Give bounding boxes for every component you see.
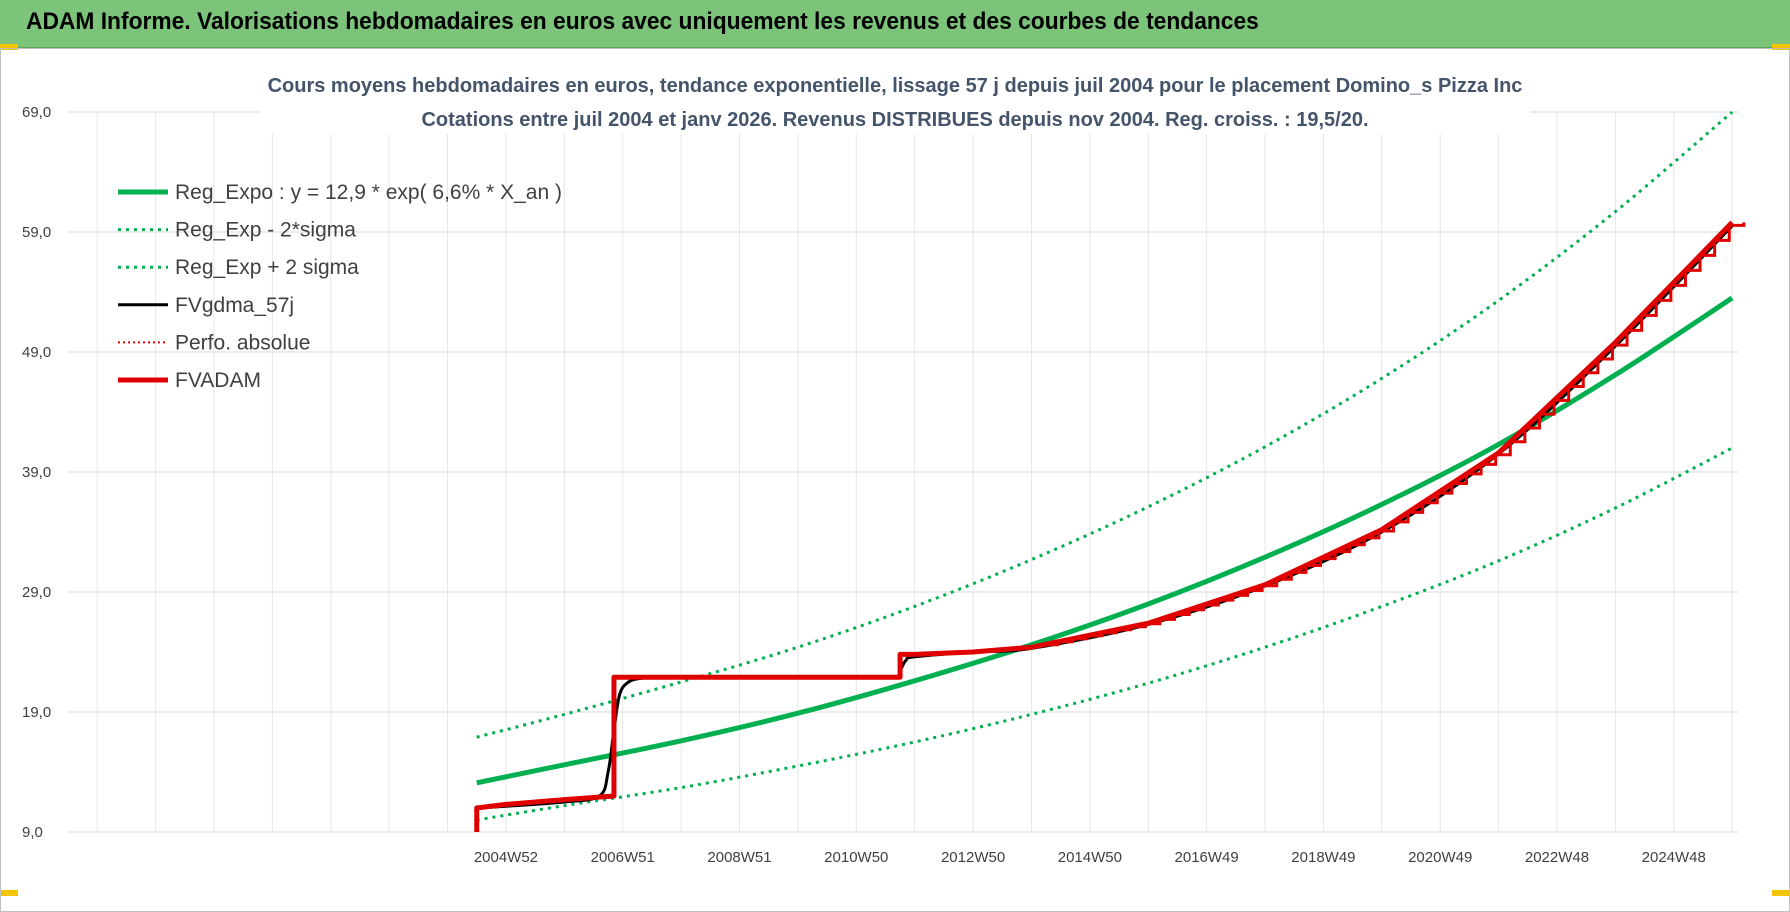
y-tick-label: 39,0 bbox=[22, 464, 51, 481]
x-tick-label: 2024W48 bbox=[1642, 849, 1706, 866]
legend-label: FVADAM bbox=[175, 369, 261, 392]
corner-marker bbox=[1772, 44, 1790, 50]
legend-label: Reg_Exp + 2 sigma bbox=[175, 256, 359, 279]
y-tick-label: 29,0 bbox=[22, 584, 51, 601]
report-title: ADAM Informe. Valorisations hebdomadaire… bbox=[26, 8, 1259, 35]
corner-marker bbox=[0, 44, 18, 50]
chart-title-line-1: Cours moyens hebdomadaires en euros, ten… bbox=[268, 75, 1523, 97]
x-tick-label: 2004W52 bbox=[474, 849, 538, 866]
series-line-1 bbox=[476, 446, 1733, 822]
x-tick-label: 2020W49 bbox=[1408, 849, 1472, 866]
corner-marker bbox=[0, 890, 18, 896]
y-tick-label: 49,0 bbox=[22, 344, 51, 361]
corner-marker bbox=[1772, 890, 1790, 896]
x-axis: 2004W52 2006W51 2008W51 2010W50 2012W50 2014W… bbox=[474, 849, 1706, 866]
y-tick-label: 19,0 bbox=[22, 704, 51, 721]
x-tick-label: 2006W51 bbox=[591, 849, 655, 866]
x-tick-label: 2008W51 bbox=[707, 849, 771, 866]
x-tick-label: 2022W48 bbox=[1525, 849, 1589, 866]
x-tick-label: 2018W49 bbox=[1291, 849, 1355, 866]
legend-label: FVgdma_57j bbox=[175, 294, 294, 317]
chart-grid bbox=[68, 111, 1738, 833]
series-line-2 bbox=[476, 110, 1734, 739]
chart-title-line-2: Cotations entre juil 2004 et janv 2026. … bbox=[421, 109, 1368, 131]
x-tick-label: 2012W50 bbox=[941, 849, 1005, 866]
legend-label: Reg_Expo : y = 12,9 * exp( 6,6% * X_an ) bbox=[175, 181, 562, 204]
y-tick-label: 9,0 bbox=[22, 824, 43, 841]
y-tick-label: 59,0 bbox=[22, 224, 51, 241]
series-layer bbox=[474, 110, 1746, 832]
series-line-3 bbox=[476, 224, 1734, 810]
title-background bbox=[260, 64, 1530, 134]
x-tick-label: 2016W49 bbox=[1175, 849, 1239, 866]
legend-label: Reg_Exp - 2*sigma bbox=[175, 219, 356, 242]
series-line-5 bbox=[474, 220, 1734, 832]
x-tick-label: 2010W50 bbox=[824, 849, 888, 866]
legend-label: Perfo. absolue bbox=[175, 331, 310, 354]
y-tick-label: 69,0 bbox=[22, 104, 51, 121]
x-tick-label: 2014W50 bbox=[1058, 849, 1122, 866]
chart-legend: Reg_Expo : y = 12,9 * exp( 6,6% * X_an )… bbox=[118, 181, 562, 392]
y-axis: 69,0 59,0 49,0 39,0 29,0 19,0 9,0 bbox=[22, 104, 51, 841]
fvadam-step-marks bbox=[1043, 222, 1746, 647]
report-banner: ADAM Informe. Valorisations hebdomadaire… bbox=[0, 0, 1790, 48]
